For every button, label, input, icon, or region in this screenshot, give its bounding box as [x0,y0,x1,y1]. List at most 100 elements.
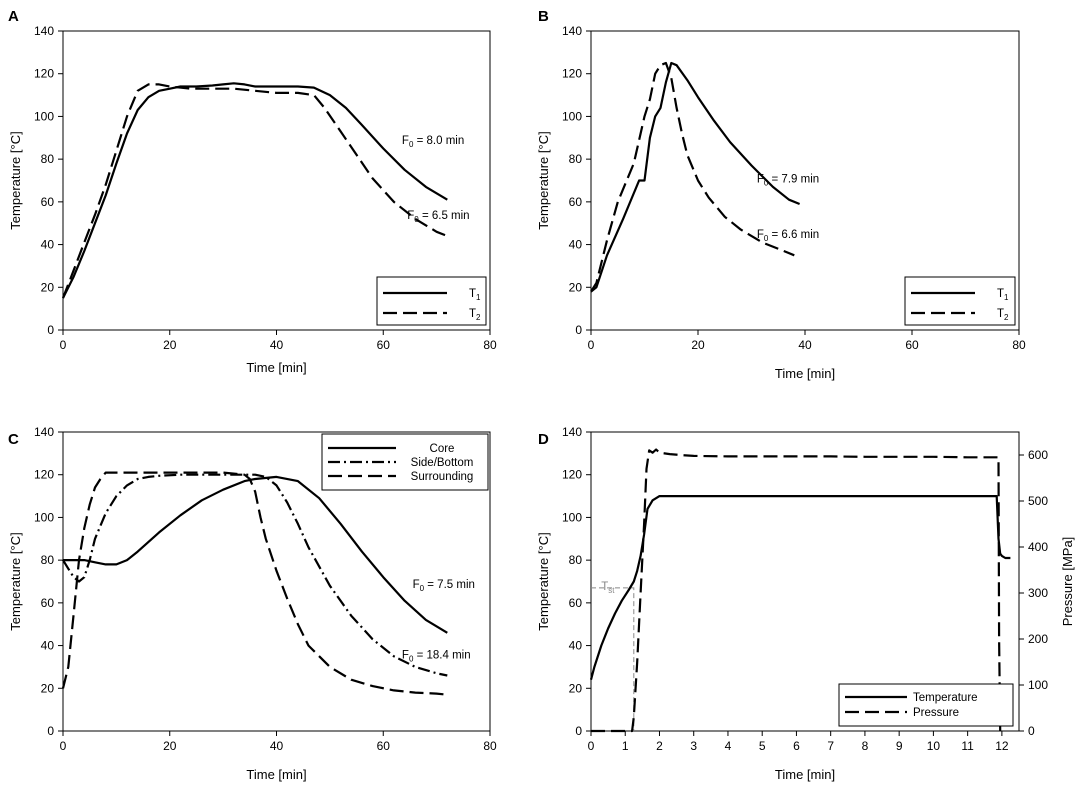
y-tick-label: 100 [34,109,54,123]
y-axis-label: Temperature [°C] [536,532,551,630]
x-axis-label: Time [min] [246,360,306,375]
y-tick-label: 0 [47,724,54,738]
y-tick-label: 20 [41,681,55,695]
annotation-text: = 7.5 min [424,579,475,591]
legend: Temperature Pressure [838,683,1014,727]
y-tick-label: 20 [41,280,55,294]
y-right-tick-label: 300 [1028,586,1048,600]
y-tick-label: 0 [575,724,582,738]
y-tick-label: 40 [569,238,583,252]
x-tick-label: 9 [896,739,903,753]
annotation-sub: 0 [409,140,414,149]
annotation-sub: 0 [420,584,425,593]
y-tick-label: 80 [41,152,55,166]
legend-label: Core [430,443,455,455]
series-line-temperature [589,495,1011,680]
x-tick-label: 10 [927,739,941,753]
reference-dashed-line [591,587,635,731]
x-tick-label: 20 [163,739,177,753]
y-right-tick-label: 400 [1028,540,1048,554]
legend-label-sub: 2 [1004,313,1009,322]
annotation-label: F0 = 8.0 min [402,135,464,149]
legend-label: T1 [469,288,481,302]
x-tick-label: 8 [862,739,869,753]
x-tick-label: 5 [759,739,766,753]
annotation-text: = 18.4 min [413,649,470,661]
y-axis-label: Temperature [°C] [536,131,551,229]
x-tick-label: 60 [377,739,391,753]
series-line-t1 [62,82,448,299]
legend-label-sub: 2 [476,313,481,322]
annotation-sub: st [608,586,615,595]
legend-label-main: T [469,288,476,300]
y-tick-label: 120 [562,67,582,81]
x-tick-label: 20 [163,338,177,352]
y-tick-label: 100 [562,510,582,524]
legend-box [904,276,1016,326]
annotation-main: F [402,649,409,661]
panel-letter: A [8,8,19,25]
annotation-label: F0 = 6.6 min [757,229,819,243]
y-tick-label: 80 [569,152,583,166]
series-line-pressure [591,448,1002,733]
annotation-text: = 6.5 min [419,210,470,222]
x-tick-label: 2 [656,739,663,753]
annotation-sub: 0 [764,234,769,243]
y-tick-label: 120 [34,67,54,81]
annotation-label: F0 = 18.4 min [402,649,471,663]
y-axis-label: Temperature [°C] [8,532,23,630]
y-tick-label: 140 [562,24,582,38]
x-tick-label: 40 [270,338,284,352]
y-tick-label: 140 [562,425,582,439]
legend: Core Side/Bottom Surrounding [321,433,489,491]
x-axis-label: Time [min] [775,366,835,381]
x-tick-label: 4 [725,739,732,753]
legend-label: Temperature [913,692,978,704]
y-tick-label: 140 [34,425,54,439]
x-tick-label: 80 [483,739,497,753]
annotation-text: = 8.0 min [413,135,464,147]
annotation-sub: 0 [414,215,419,224]
x-tick-label: 3 [690,739,697,753]
legend-box [321,433,489,491]
y-tick-label: 60 [569,195,583,209]
series-line-t2 [590,61,795,293]
x-tick-label: 40 [798,338,812,352]
y-tick-label: 40 [41,639,55,653]
annotation-main: F [413,579,420,591]
panel-letter: D [538,431,549,448]
annotation-label: F0 = 6.5 min [407,210,469,224]
legend-box [838,683,1014,727]
x-tick-label: 40 [270,739,284,753]
x-axis-label: Time [min] [246,767,306,782]
legend-box [376,276,487,326]
legend-label-sub: 1 [476,293,481,302]
y-tick-label: 60 [569,596,583,610]
annotation-sub: 0 [764,179,769,188]
legend-label: Pressure [913,707,959,719]
y-tick-label: 0 [575,323,582,337]
y-right-tick-label: 500 [1028,494,1048,508]
y-tick-label: 60 [41,596,55,610]
annotation-main: F [407,210,414,222]
legend-label-main: T [997,288,1004,300]
chart-panel-d: D0 1 2 3 4 5 6 7 8 9 10 11 1202040608010012014001002… [536,425,1075,782]
x-tick-label: 0 [60,338,67,352]
chart-panel-c: C 0 20 40 60 80 0 20 40 60 80 100 120 140 Time [min] Te… [8,425,497,782]
panel-letter: B [538,8,549,25]
plot-frame [590,431,1020,732]
x-tick-label: 0 [60,739,67,753]
x-axis-label: Time [min] [775,767,835,782]
y-tick-label: 140 [34,24,54,38]
x-tick-label: 6 [793,739,800,753]
series-line-side-bottom [62,473,448,677]
x-tick-label: 80 [1012,338,1026,352]
y-tick-label: 60 [41,195,55,209]
x-tick-label: 20 [691,338,705,352]
legend-label: T2 [469,308,481,322]
